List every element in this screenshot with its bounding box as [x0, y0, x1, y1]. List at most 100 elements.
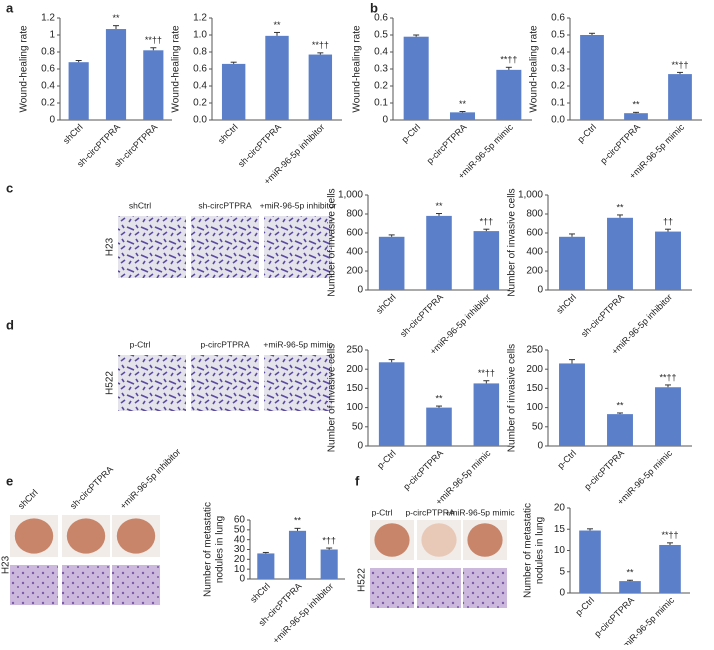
significance: *††: [480, 217, 494, 227]
x-tick-label: p-circPTPRA: [592, 595, 636, 639]
micrograph: [264, 355, 332, 411]
y-tick-label: 200: [526, 266, 543, 277]
image-label: +miR-96-5p mimic: [445, 507, 515, 517]
y-axis-label: Number of metastatic: [203, 502, 214, 597]
y-axis-label: Number of invasive cells: [507, 188, 518, 296]
y-tick-label: 0.0: [193, 115, 207, 126]
significance: **: [273, 20, 281, 30]
histology: [62, 565, 110, 605]
bar: [655, 387, 681, 446]
y-tick-label: 150: [346, 383, 363, 394]
y-tick-label: 250: [526, 345, 543, 356]
y-tick-label: 30: [234, 544, 246, 555]
y-tick-label: 0: [357, 441, 363, 452]
y-axis-label: Wound-healing rate: [352, 25, 363, 113]
bar: [308, 54, 333, 120]
x-tick-label: shCtrl: [374, 292, 398, 316]
y-tick-label: 0.6: [41, 64, 55, 75]
y-axis-label: Wound-healing rate: [529, 25, 540, 113]
y-tick-label: 200: [346, 266, 363, 277]
panel-label: b: [370, 0, 378, 15]
y-tick-label: 1.2: [41, 13, 55, 24]
y-tick-label: 800: [526, 209, 543, 220]
significance: **††: [500, 55, 517, 65]
bar: [473, 383, 500, 446]
image-label: +miR-96-5p inhibitor: [118, 447, 183, 512]
y-tick-label: 0: [537, 441, 543, 452]
y-tick-label: 400: [526, 247, 543, 258]
significance: **††: [659, 372, 676, 382]
y-tick-label: 1,000: [338, 190, 363, 201]
bar: [143, 50, 164, 120]
lung-photo: [116, 518, 156, 554]
y-tick-label: 0.0: [551, 115, 565, 126]
panel-label: e: [6, 473, 13, 488]
significance: **: [294, 516, 302, 526]
histology: [10, 565, 58, 605]
bar: [559, 363, 585, 446]
image-label: +miR-96-5p inhibitor: [260, 200, 337, 210]
significance: **††: [661, 530, 678, 540]
bar: [449, 112, 476, 120]
x-tick-label: p-circPTPRA: [598, 122, 642, 166]
significance: **††: [145, 35, 162, 45]
significance: *††: [322, 535, 336, 545]
significance: **: [616, 202, 624, 212]
y-tick-label: 400: [346, 247, 363, 258]
y-tick-label: 0: [357, 285, 363, 296]
micrograph: [191, 216, 259, 278]
y-axis-label: nodules in lung: [535, 517, 546, 584]
x-tick-label: p-Ctrl: [575, 122, 598, 145]
significance: **: [435, 393, 443, 403]
y-axis-label: Number of metastatic: [523, 503, 534, 598]
y-tick-label: 0.3: [374, 64, 388, 75]
bar: [426, 407, 452, 446]
lung-photo: [374, 523, 410, 557]
y-tick-label: 0.2: [374, 81, 388, 92]
y-tick-label: 200: [346, 364, 363, 375]
x-tick-label: p-Ctrl: [555, 448, 578, 471]
x-tick-label: p-circPTPRA: [582, 448, 626, 492]
y-tick-label: 0.4: [551, 47, 565, 58]
significance: **: [459, 99, 467, 109]
y-tick-label: 5: [559, 566, 565, 577]
bar: [403, 36, 429, 121]
bar: [496, 69, 522, 120]
y-tick-label: 40: [234, 534, 246, 545]
bar: [607, 414, 633, 446]
panel-label: f: [355, 473, 360, 488]
bar: [659, 544, 681, 593]
significance: **: [632, 100, 640, 110]
x-tick-label: shCtrl: [554, 292, 578, 316]
y-tick-label: 600: [526, 228, 543, 239]
bar: [607, 217, 633, 290]
x-tick-label: sh-circPTPRA: [398, 292, 445, 339]
y-tick-label: 1,000: [518, 190, 543, 201]
micrograph: [118, 355, 186, 411]
cell-line-label: H522: [357, 568, 368, 592]
x-tick-label: shCtrl: [61, 122, 85, 146]
cell-line-label: H23: [105, 237, 116, 256]
y-tick-label: 50: [532, 421, 544, 432]
x-tick-label: shCtrl: [216, 122, 240, 146]
bar: [257, 553, 275, 579]
image-label: sh-circPTPRA: [68, 464, 115, 511]
bar: [473, 231, 500, 290]
histology: [463, 568, 507, 608]
significance: **††: [312, 40, 329, 50]
y-tick-label: 10: [554, 545, 566, 556]
panel-label: a: [6, 0, 14, 15]
significance: **: [626, 568, 634, 578]
y-tick-label: 0.2: [41, 98, 55, 109]
lung-photo: [467, 523, 503, 557]
significance: **††: [478, 368, 495, 378]
bar: [426, 215, 452, 290]
bar: [288, 530, 307, 579]
lung-photo: [14, 518, 54, 554]
y-tick-label: 1: [49, 30, 55, 41]
y-tick-label: 0.1: [551, 98, 565, 109]
y-tick-label: 0: [559, 588, 565, 599]
y-tick-label: 0.2: [551, 81, 565, 92]
y-tick-label: 0.6: [551, 13, 565, 24]
